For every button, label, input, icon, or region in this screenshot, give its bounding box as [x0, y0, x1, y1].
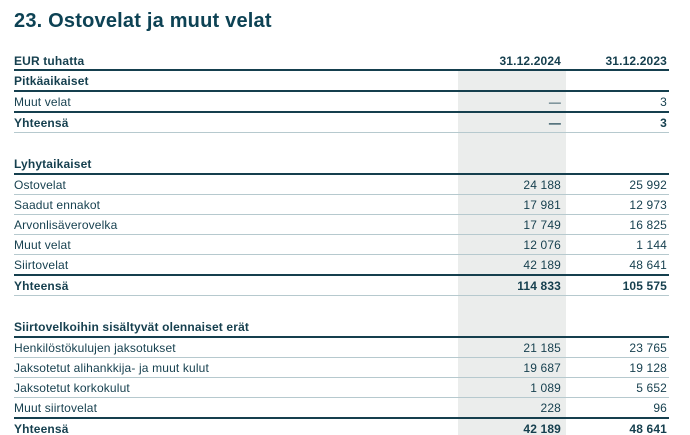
cell-2023: 19 128 [566, 357, 669, 378]
cell-2024: 17 981 [458, 194, 566, 215]
cell-2024: 19 687 [458, 357, 566, 378]
liabilities-table: EUR tuhatta 31.12.2024 31.12.2023 Pitkäa… [14, 52, 669, 435]
table-row: Jaksotetut alihankkija- ja muut kulut 19… [14, 357, 669, 378]
row-label: Arvonlisäverovelka [14, 214, 458, 235]
cell-2023: 3 [566, 91, 669, 113]
cell-2024: 1 089 [458, 377, 566, 398]
table-row: Muut velat — 3 [14, 91, 669, 113]
cell-2024: 17 749 [458, 214, 566, 235]
spacer-row [14, 132, 669, 154]
total-label: Yhteensä [14, 111, 458, 133]
table-row: Saadut ennakot 17 981 12 973 [14, 194, 669, 215]
cell-2024 [458, 154, 566, 175]
row-label: Jaksotetut korkokulut [14, 377, 458, 398]
cell-2023: 96 [566, 397, 669, 419]
column-header-2024: 31.12.2024 [458, 52, 566, 71]
row-label: Siirtovelat [14, 254, 458, 276]
table-row: Arvonlisäverovelka 17 749 16 825 [14, 214, 669, 235]
table-row: Jaksotetut korkokulut 1 089 5 652 [14, 377, 669, 398]
section-header-label: Lyhytaikaiset [14, 154, 458, 175]
cell-2023: 23 765 [566, 337, 669, 358]
total-label: Yhteensä [14, 417, 458, 435]
total-row: Yhteensä 114 833 105 575 [14, 274, 669, 296]
table-row: Henkilöstökulujen jaksotukset 21 185 23 … [14, 337, 669, 358]
cell-2023: 12 973 [566, 194, 669, 215]
cell-2023: 3 [566, 111, 669, 133]
cell-2023 [566, 154, 669, 175]
cell-2023: 105 575 [566, 274, 669, 296]
row-label: Muut velat [14, 91, 458, 113]
table-row: Ostovelat 24 188 25 992 [14, 174, 669, 195]
total-row: Yhteensä 42 189 48 641 [14, 417, 669, 435]
row-label: Jaksotetut alihankkija- ja muut kulut [14, 357, 458, 378]
row-label: Ostovelat [14, 174, 458, 195]
cell-2023 [566, 317, 669, 338]
cell-2024: — [458, 111, 566, 133]
section-header-label: Pitkäaikaiset [14, 70, 458, 92]
page-title: 23. Ostovelat ja muut velat [14, 10, 272, 32]
row-label: Muut velat [14, 234, 458, 255]
cell-2024: — [458, 91, 566, 113]
row-label: Muut siirtovelat [14, 397, 458, 419]
cell-2024: 21 185 [458, 337, 566, 358]
total-label: Yhteensä [14, 274, 458, 296]
table-row: Siirtovelat 42 189 48 641 [14, 254, 669, 276]
table-row: Muut velat 12 076 1 144 [14, 234, 669, 255]
total-row: Yhteensä — 3 [14, 111, 669, 133]
row-label: Henkilöstökulujen jaksotukset [14, 337, 458, 358]
cell-2023: 5 652 [566, 377, 669, 398]
cell-2024: 12 076 [458, 234, 566, 255]
table-header-row: EUR tuhatta 31.12.2024 31.12.2023 [14, 52, 669, 71]
section-header-label: Siirtovelkoihin sisältyvät olennaiset er… [14, 317, 458, 338]
cell-2024: 228 [458, 397, 566, 419]
table-row: Muut siirtovelat 228 96 [14, 397, 669, 419]
section-header-row: Siirtovelkoihin sisältyvät olennaiset er… [14, 317, 669, 338]
column-header-unit: EUR tuhatta [14, 52, 458, 71]
cell-2023 [566, 70, 669, 92]
row-label: Saadut ennakot [14, 194, 458, 215]
cell-2023: 48 641 [566, 417, 669, 435]
cell-2024 [458, 70, 566, 92]
cell-2024: 42 189 [458, 417, 566, 435]
spacer-row [14, 295, 669, 317]
column-header-2023: 31.12.2023 [566, 52, 669, 71]
cell-2024: 24 188 [458, 174, 566, 195]
cell-2024: 114 833 [458, 274, 566, 296]
section-header-row: Lyhytaikaiset [14, 154, 669, 175]
cell-2023: 1 144 [566, 234, 669, 255]
cell-2024: 42 189 [458, 254, 566, 276]
cell-2023: 48 641 [566, 254, 669, 276]
cell-2024 [458, 317, 566, 338]
cell-2023: 25 992 [566, 174, 669, 195]
section-header-row: Pitkäaikaiset [14, 70, 669, 92]
cell-2023: 16 825 [566, 214, 669, 235]
